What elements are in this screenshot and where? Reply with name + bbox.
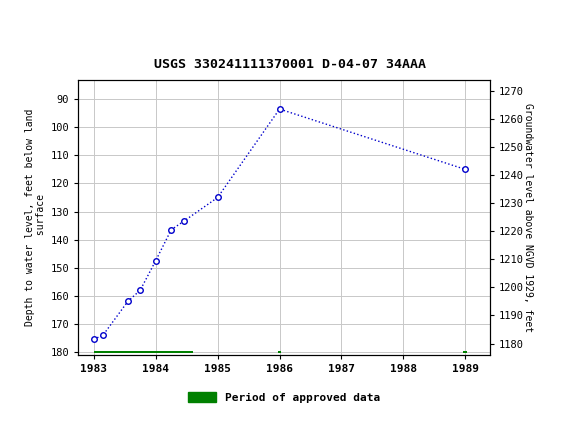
Y-axis label: Depth to water level, feet below land
 surface: Depth to water level, feet below land su… bbox=[25, 108, 46, 326]
Text: ≡USGS: ≡USGS bbox=[9, 12, 63, 30]
Text: USGS 330241111370001 D-04-07 34AAA: USGS 330241111370001 D-04-07 34AAA bbox=[154, 58, 426, 71]
Bar bbox=[463, 351, 467, 353]
Y-axis label: Groundwater level above NGVD 1929, feet: Groundwater level above NGVD 1929, feet bbox=[523, 103, 533, 332]
Bar bbox=[94, 351, 193, 353]
Legend: Period of approved data: Period of approved data bbox=[188, 393, 380, 403]
Bar bbox=[278, 351, 281, 353]
